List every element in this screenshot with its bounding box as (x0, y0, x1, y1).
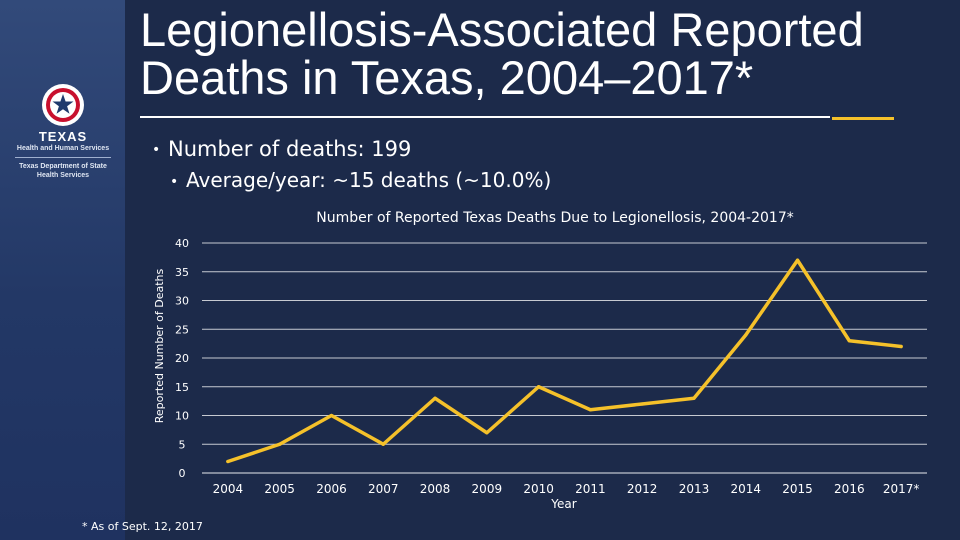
x-tick-label: 2013 (679, 482, 710, 496)
y-tick-label: 15 (175, 381, 189, 394)
y-tick-labels: 0 5 10 15 20 25 30 35 40 (175, 237, 189, 480)
data-point (588, 408, 592, 412)
title-accent-bar (832, 117, 894, 120)
bullet-dot-icon: • (152, 142, 161, 158)
sub-bullet-item: • Average/year: ~15 deaths (~10.0%) (170, 165, 551, 197)
data-point (381, 442, 385, 446)
data-point (847, 339, 851, 343)
y-axis-label: Reported Number of Deaths (153, 268, 166, 423)
data-point (485, 431, 489, 435)
x-tick-labels: 2004 2005 2006 2007 2008 2009 2010 2011 2012 2013… (213, 482, 920, 496)
x-tick-label: 2009 (472, 482, 503, 496)
x-tick-label: 2011 (575, 482, 606, 496)
logo-line-2: Texas Department of State (19, 163, 107, 170)
bullet-list: • Number of deaths: 199 • Average/year: ~1… (152, 134, 551, 197)
deaths-line-chart: Number of Reported Texas Deaths Due to L… (153, 210, 927, 511)
x-tick-label: 2008 (420, 482, 451, 496)
y-tick-label: 10 (175, 410, 189, 423)
data-point (744, 333, 748, 337)
x-axis-label: Year (550, 497, 576, 511)
sidebar-panel (0, 0, 125, 540)
footnote: * As of Sept. 12, 2017 (82, 520, 203, 533)
y-tick-label: 35 (175, 266, 189, 279)
data-point (899, 344, 903, 349)
x-tick-label: 2014 (730, 482, 761, 496)
x-tick-label: 2016 (834, 482, 865, 496)
logo-name: TEXAS (38, 129, 88, 144)
y-tick-label: 25 (175, 323, 189, 336)
data-point (640, 402, 644, 406)
texas-seal-icon (42, 84, 84, 126)
y-tick-label: 0 (179, 467, 186, 480)
x-tick-label: 2017* (883, 482, 920, 496)
hhs-logo: TEXAS Health and Human Services Texas De… (4, 82, 122, 180)
y-tick-label: 40 (175, 237, 189, 250)
sub-bullet-text: Average/year: ~15 deaths (~10.0%) (186, 168, 552, 192)
logo-line-1: Health and Human Services (16, 145, 110, 152)
bullet-text: Number of deaths: 199 (168, 137, 412, 161)
logo-line-3: Health Services (36, 172, 90, 179)
data-point (692, 396, 696, 400)
x-tick-label: 2006 (316, 482, 347, 496)
x-tick-label: 2007 (368, 482, 399, 496)
data-point (433, 396, 437, 400)
series-layer (226, 258, 903, 464)
y-tick-label: 5 (179, 438, 186, 451)
chart-title: Number of Reported Texas Deaths Due to L… (316, 210, 793, 226)
data-point (226, 459, 230, 464)
x-tick-label: 2010 (523, 482, 554, 496)
x-tick-label: 2015 (782, 482, 813, 496)
x-tick-label: 2005 (264, 482, 295, 496)
bullet-item: • Number of deaths: 199 (152, 134, 551, 165)
y-tick-label: 20 (175, 352, 189, 365)
x-tick-label: 2004 (213, 482, 244, 496)
title-underline (140, 116, 830, 118)
x-tick-label: 2012 (627, 482, 658, 496)
data-point (537, 385, 541, 389)
bullet-dot-icon: • (170, 173, 179, 190)
data-point (329, 413, 334, 418)
slide-title: Legionellosis-Associated Reported Deaths… (140, 3, 864, 104)
grid-lines (202, 242, 927, 474)
series-line (226, 258, 903, 464)
logo-divider (15, 157, 111, 158)
y-tick-label: 30 (175, 295, 189, 308)
data-point (795, 258, 800, 262)
data-point (278, 442, 282, 446)
